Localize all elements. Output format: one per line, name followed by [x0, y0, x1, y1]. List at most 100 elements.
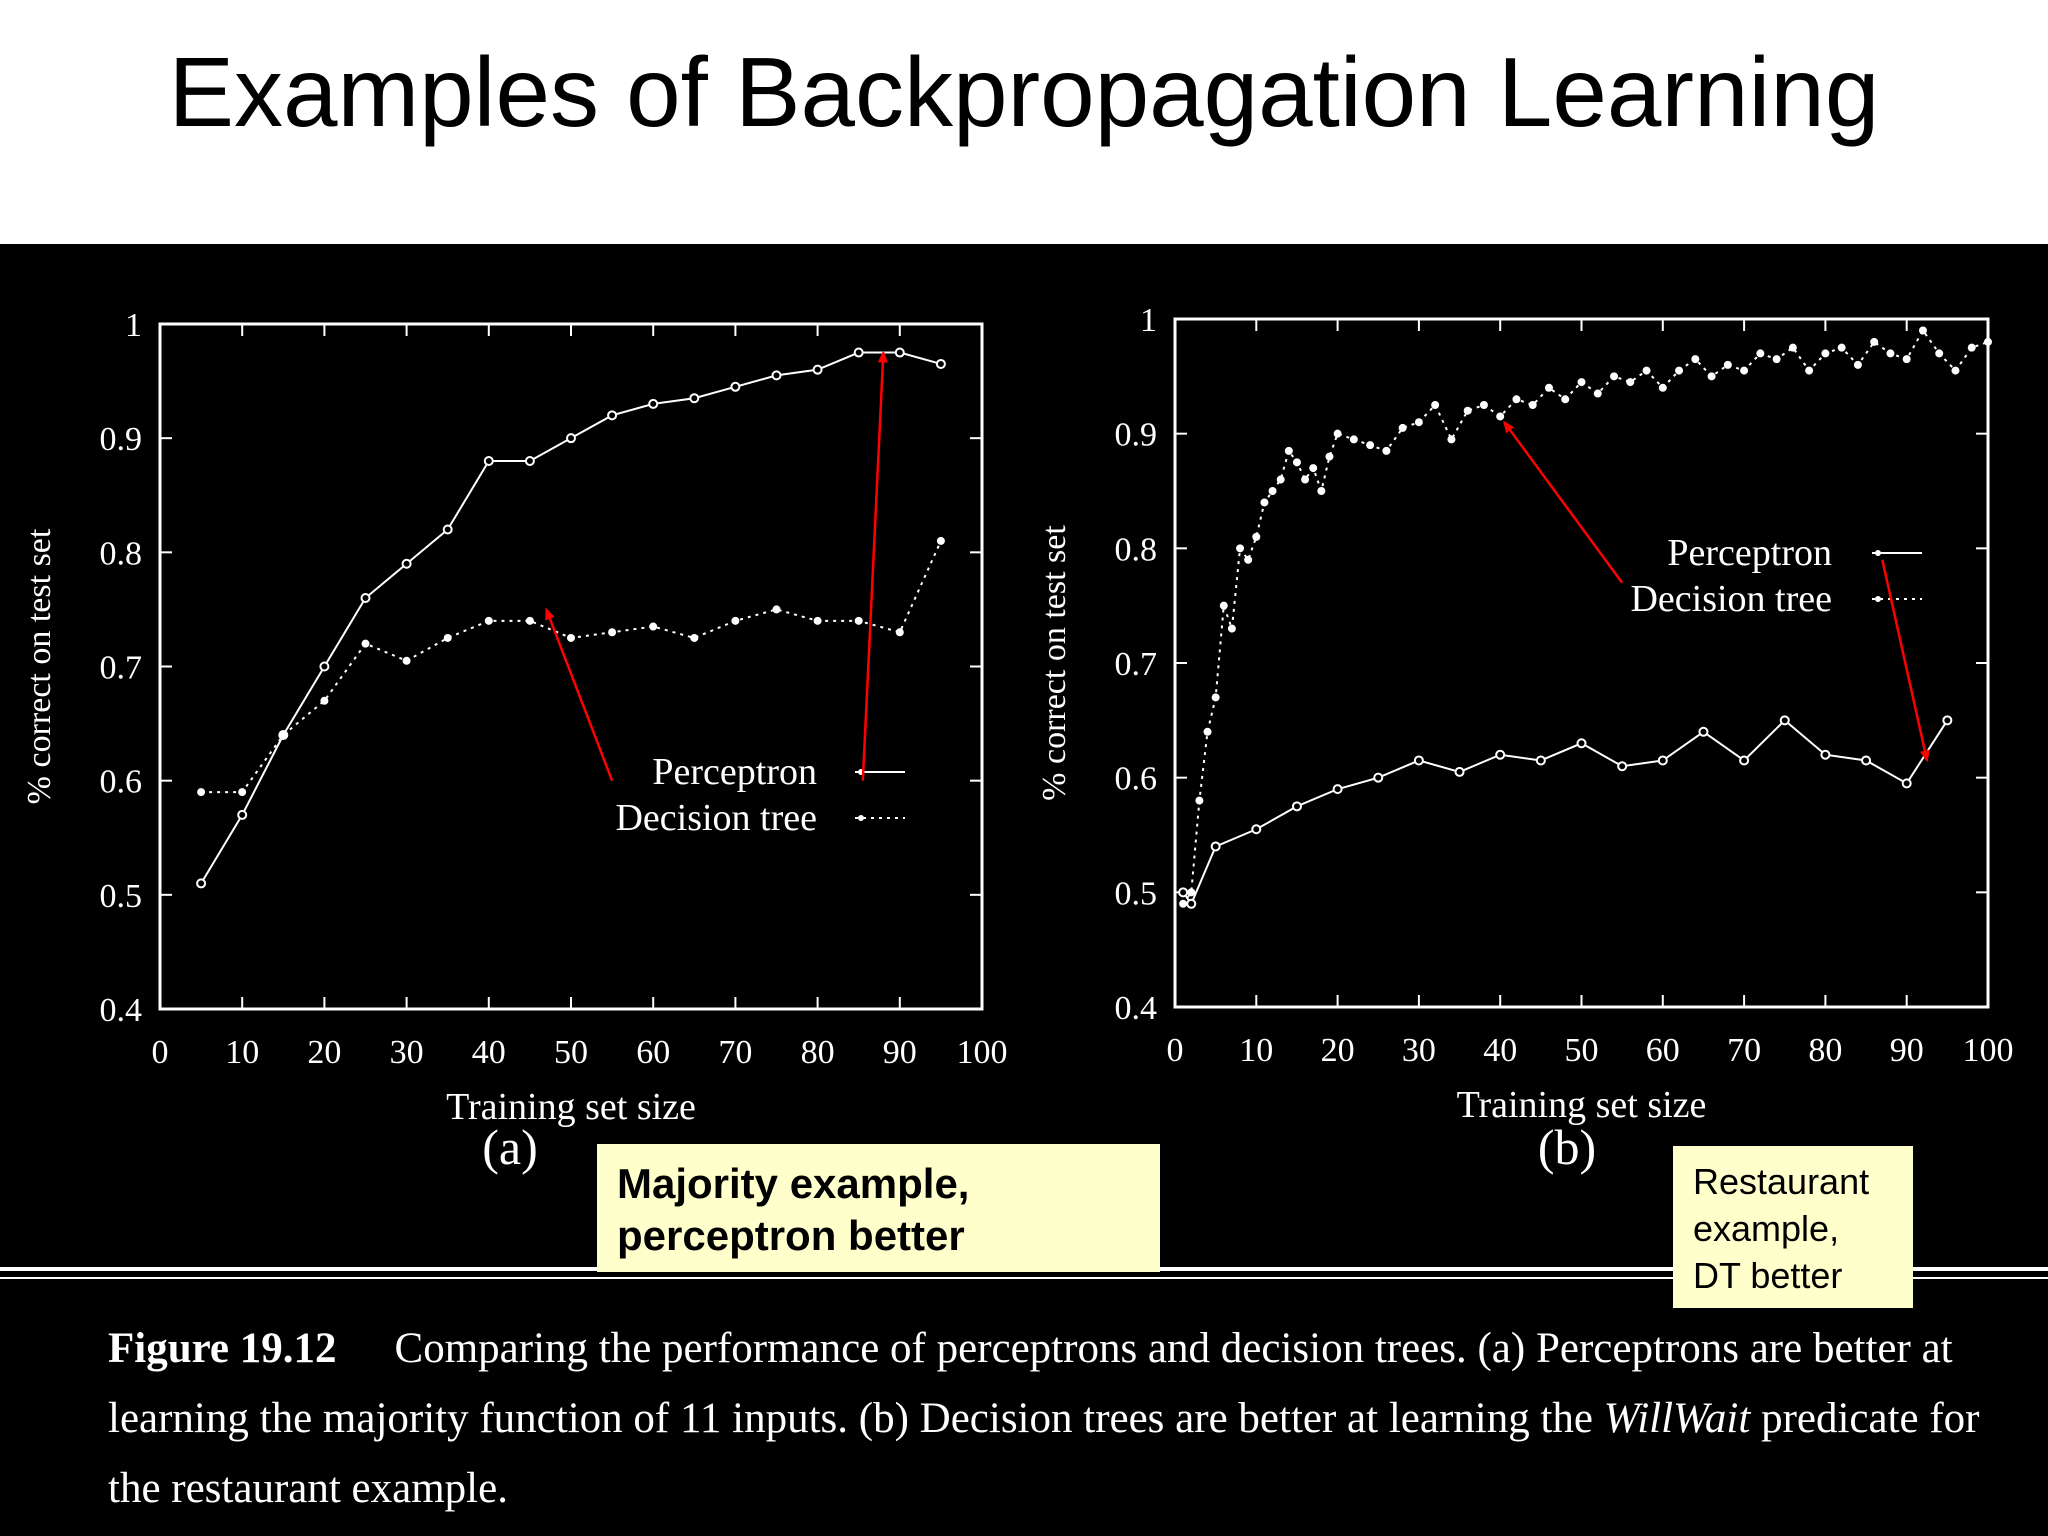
y-tick-label: 0.4	[100, 992, 143, 1029]
data-point	[1626, 378, 1635, 387]
data-point	[1349, 435, 1358, 444]
x-tick-label: 80	[1808, 1032, 1842, 1069]
x-tick-label: 30	[390, 1034, 424, 1071]
data-point	[1918, 326, 1927, 335]
data-point	[197, 788, 206, 797]
data-point	[813, 616, 822, 625]
data-point	[1707, 372, 1716, 381]
data-point	[689, 393, 700, 404]
data-point	[1186, 898, 1197, 909]
data-point	[1788, 343, 1797, 352]
data-point	[1821, 349, 1830, 358]
caption-label: Figure 19.12	[108, 1325, 337, 1372]
y-tick-label: 0.4	[1115, 990, 1158, 1027]
data-point	[483, 456, 494, 466]
x-tick-label: 20	[307, 1034, 341, 1071]
legend-label: Perceptron	[1667, 532, 1832, 574]
data-point	[812, 364, 823, 375]
data-point	[853, 347, 864, 358]
figure-caption: Figure 19.12 Comparing the performance of…	[108, 1314, 1998, 1524]
x-tick-label: 50	[1565, 1032, 1599, 1069]
x-tick-label: 70	[718, 1034, 752, 1071]
legend-label: Perceptron	[652, 751, 817, 793]
note-majority-example: Majority example, perceptron better	[597, 1144, 1160, 1272]
legend-label: Decision tree	[1630, 578, 1832, 620]
legend-marker	[1875, 550, 1881, 556]
panel-label: (b)	[1538, 1119, 1596, 1175]
data-point	[1902, 355, 1911, 364]
data-point	[1219, 601, 1228, 610]
data-point	[1291, 801, 1302, 812]
data-point	[1942, 715, 1953, 726]
data-point	[1309, 464, 1318, 473]
data-point	[1211, 693, 1220, 702]
figure-panel: 0 10 20 30 40 50 60 70 80 90 100 0.4 0.5 0.6 0.7 0.8 0.9…	[0, 244, 2048, 1536]
data-point	[772, 605, 781, 614]
data-point	[1479, 401, 1488, 409]
data-point	[442, 524, 453, 535]
data-point	[1195, 796, 1204, 805]
data-point	[237, 809, 248, 820]
data-point	[854, 616, 863, 625]
series-line-0	[1182, 718, 1949, 906]
data-point	[648, 398, 659, 409]
legend-marker	[858, 815, 864, 821]
data-point	[1779, 715, 1790, 726]
x-tick-label: 60	[1646, 1032, 1680, 1069]
data-point	[1398, 423, 1407, 432]
data-point	[319, 661, 330, 672]
y-tick-label: 0.8	[100, 535, 143, 572]
data-point	[1544, 383, 1553, 392]
annotation-arrow	[545, 607, 614, 782]
x-tick-label: 10	[225, 1034, 259, 1071]
data-point	[1951, 366, 1960, 375]
series-line-1	[201, 540, 942, 794]
data-point	[1187, 888, 1196, 897]
data-point	[566, 433, 576, 444]
data-point	[196, 878, 207, 889]
data-point	[1739, 755, 1750, 766]
x-tick-label: 100	[1963, 1032, 2014, 1069]
data-point	[1301, 475, 1310, 484]
data-point	[1373, 772, 1384, 783]
data-point	[1382, 446, 1391, 455]
data-point	[1691, 355, 1700, 364]
data-point	[1886, 349, 1895, 358]
x-tick-label: 0	[1167, 1032, 1184, 1069]
data-point	[730, 381, 741, 392]
data-point	[1447, 435, 1456, 444]
data-point	[1658, 383, 1667, 392]
slide-title: Examples of Backpropagation Learning	[168, 37, 1880, 147]
data-point	[1413, 755, 1424, 766]
y-tick-label: 0.6	[100, 764, 143, 801]
legend-marker	[1875, 596, 1881, 602]
data-point	[1870, 337, 1879, 346]
data-point	[1935, 349, 1944, 358]
data-point	[1178, 887, 1189, 898]
annotation-arrow	[1503, 420, 1624, 584]
data-point	[1861, 755, 1872, 766]
data-point	[1756, 349, 1765, 358]
data-point	[1260, 498, 1269, 507]
series-line-0	[200, 351, 942, 884]
x-tick-label: 60	[636, 1034, 670, 1071]
data-point	[1317, 487, 1326, 495]
data-point	[524, 456, 535, 466]
data-point	[1805, 366, 1814, 375]
data-point	[1179, 899, 1188, 908]
data-point	[1284, 446, 1293, 455]
data-point	[1251, 824, 1262, 835]
x-tick-label: 0	[152, 1034, 169, 1071]
data-point	[1820, 749, 1831, 760]
data-point	[1610, 372, 1619, 381]
legend-label: Decision tree	[615, 797, 817, 839]
data-point	[1901, 778, 1912, 789]
data-point	[1236, 544, 1245, 553]
data-point	[1292, 458, 1301, 467]
x-tick-label: 100	[957, 1034, 1008, 1071]
series-line-1	[1182, 328, 1989, 905]
chart-b: 0 10 20 30 40 50 60 70 80 90 100 0.4 0.5 0.6 0.7 0.8 0.9…	[1036, 302, 2014, 1175]
data-point	[1967, 343, 1976, 352]
caption-text: Comparing the performance of perceptrons…	[108, 1325, 1953, 1442]
data-point	[771, 370, 782, 381]
